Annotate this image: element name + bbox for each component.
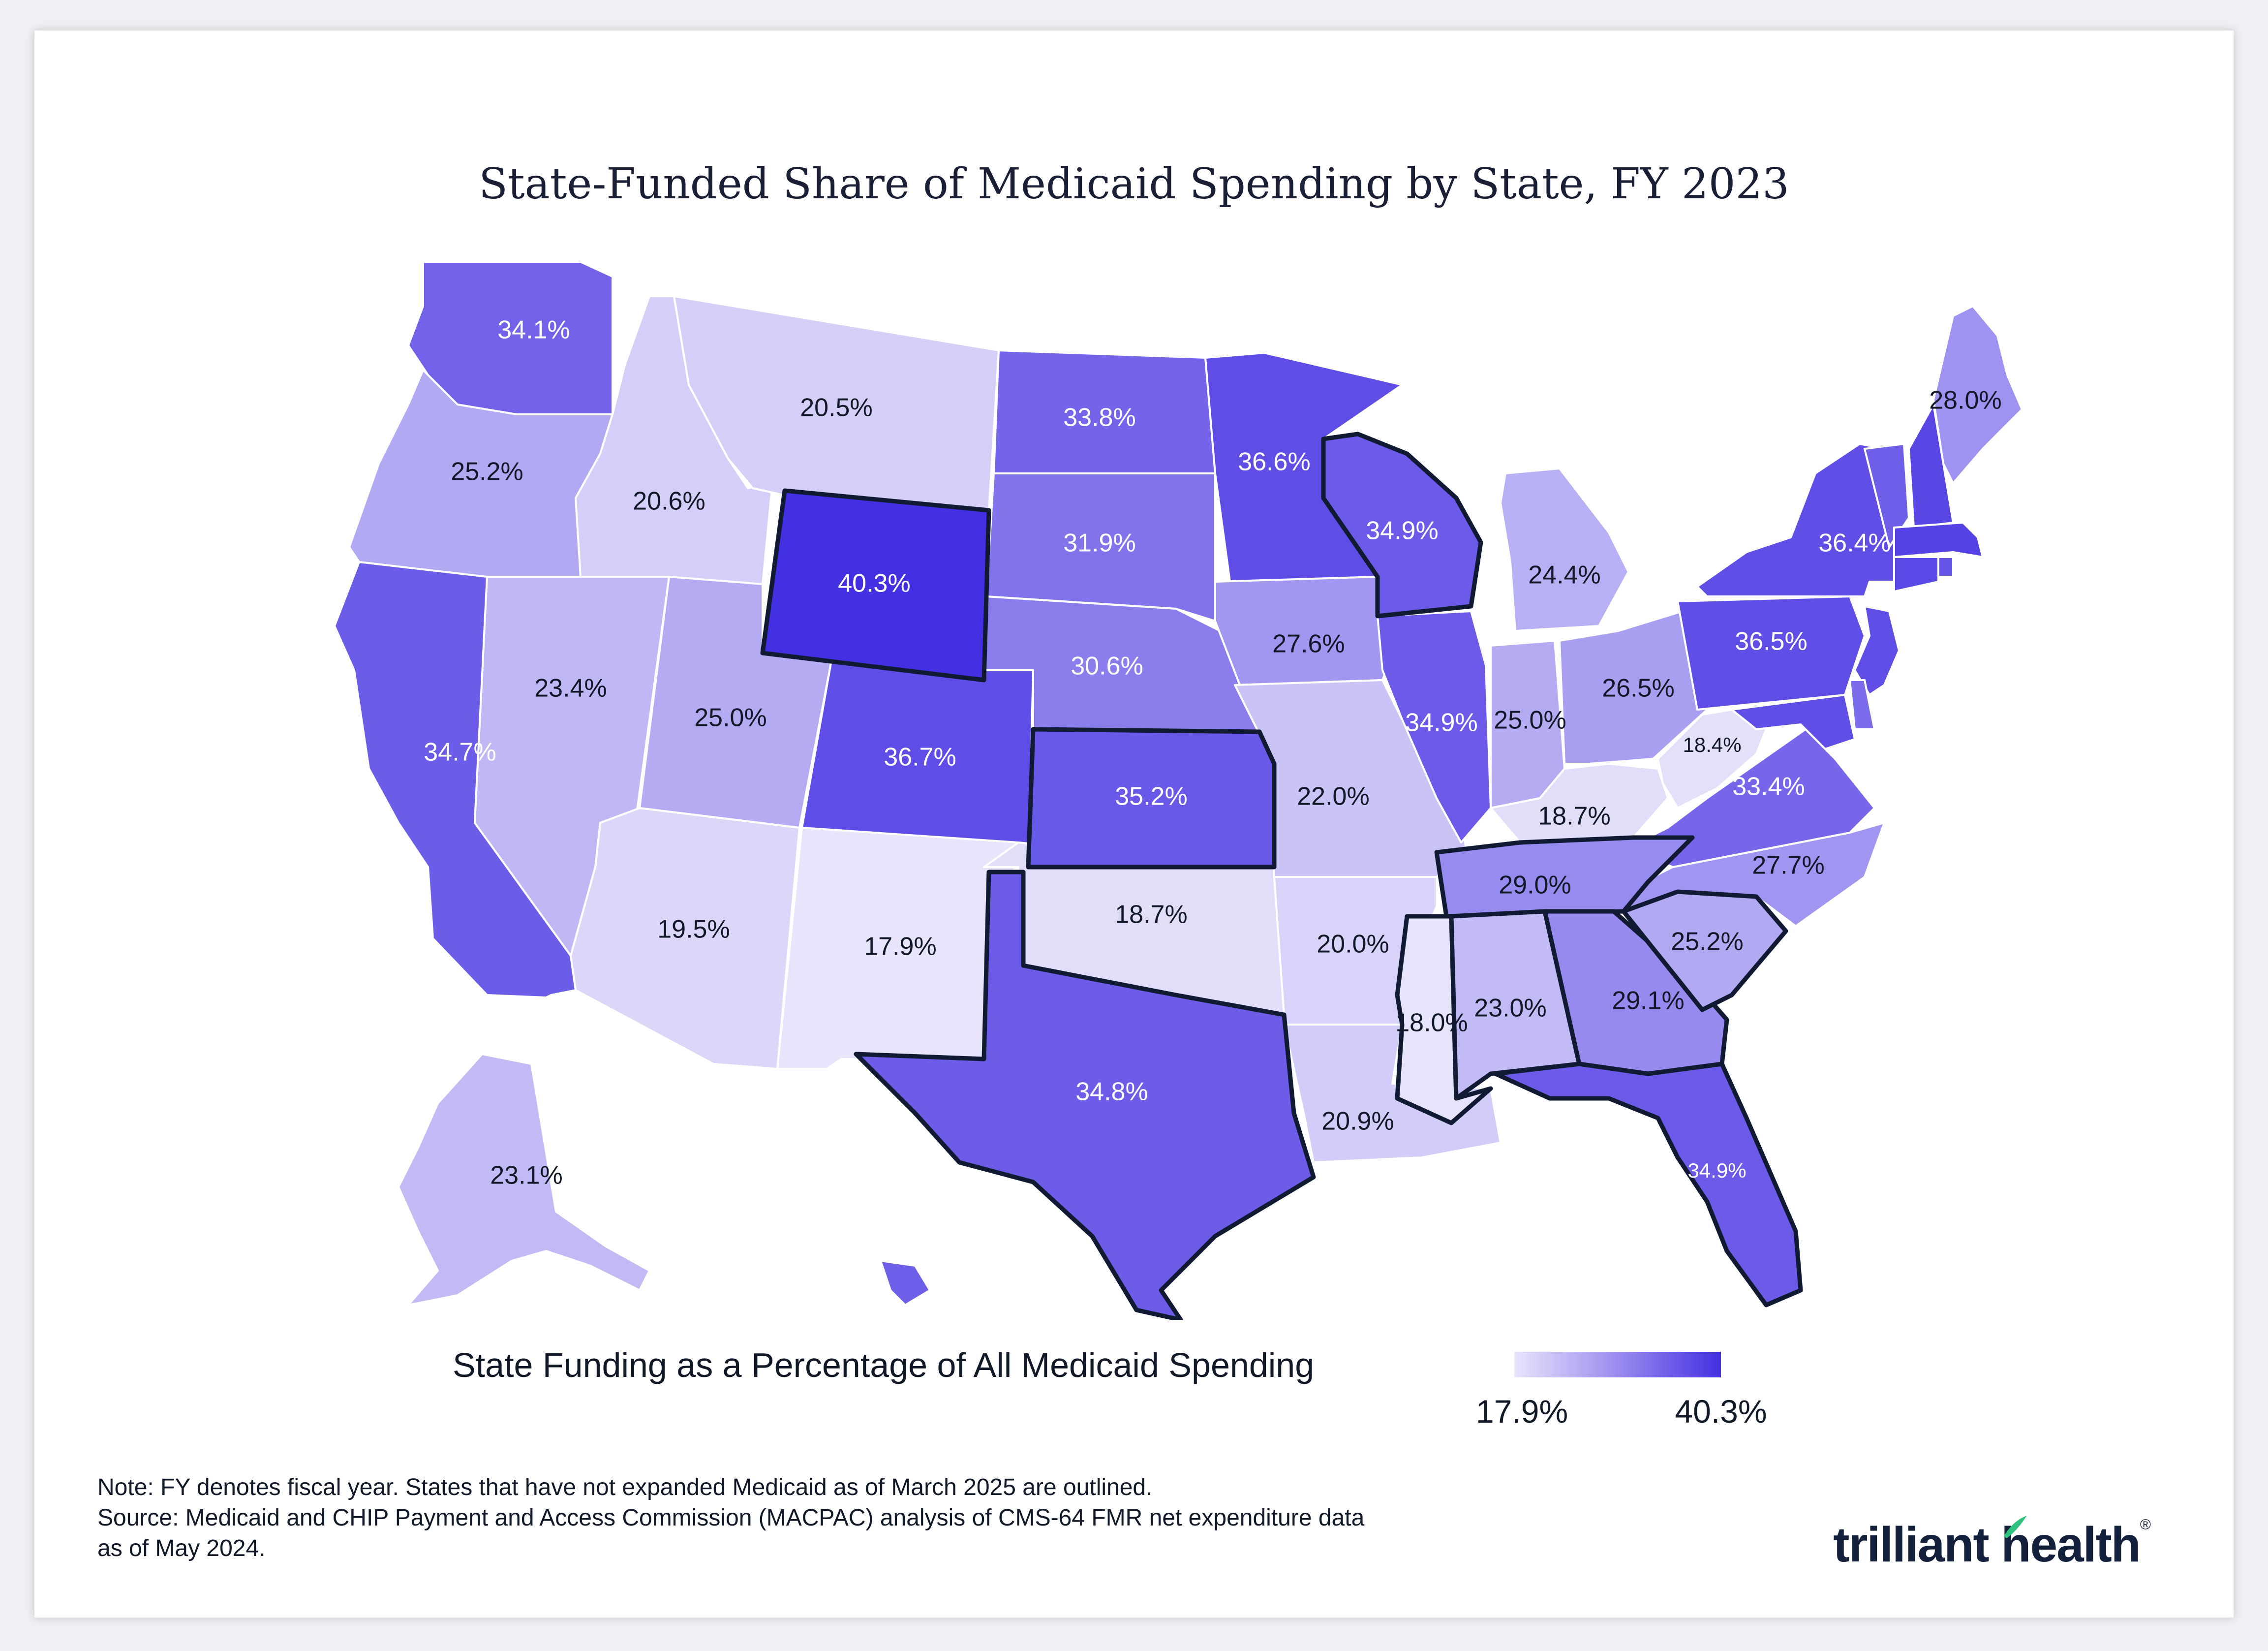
state-label-ga: 29.1% [1612,987,1684,1015]
state-mi [1500,467,1629,632]
legend-color-bar [1514,1352,1721,1377]
source-text-line1: Source: Medicaid and CHIP Payment and Ac… [97,1505,1365,1531]
state-label-wa: 34.1% [497,316,570,344]
state-label-pa: 36.5% [1735,627,1807,656]
source-text-line2: as of May 2024. [97,1535,266,1561]
state-label-or: 25.2% [451,458,523,486]
state-label-oh: 26.5% [1602,674,1674,703]
footnotes: Note: FY denotes fiscal year. States tha… [97,1472,1647,1564]
state-nh [1908,404,1954,529]
state-label-fl: 34.9% [1687,1159,1746,1182]
state-label-va: 33.4% [1732,773,1805,801]
state-ny [1696,443,1895,597]
state-label-ca: 34.7% [424,738,496,767]
state-label-il: 34.9% [1405,709,1477,737]
map-card: State-Funded Share of Medicaid Spending … [34,31,2234,1618]
state-label-ia: 27.6% [1272,630,1345,658]
state-label-ne: 30.6% [1071,652,1143,681]
state-label-ok: 18.7% [1115,901,1187,929]
state-label-ms: 18.0% [1395,1009,1468,1037]
state-label-mn: 36.6% [1238,448,1310,476]
state-label-wv: 18.4% [1683,733,1741,756]
state-hi [880,1260,931,1306]
state-label-wi: 34.9% [1366,517,1438,545]
state-label-ky: 18.7% [1538,802,1610,831]
us-choropleth-map: 34.1% 25.2% 34.7% 20.6% 23.4% 20.5% 40.3% 25.0%… [334,261,2023,1320]
state-label-mi: 24.4% [1528,561,1600,590]
state-fl [1493,1061,1803,1308]
state-label-ar: 20.0% [1317,930,1389,959]
state-label-mo: 22.0% [1297,782,1369,811]
state-ak [398,1053,650,1306]
state-label-sd: 31.9% [1063,529,1135,558]
state-label-id: 20.6% [633,487,705,516]
state-label-la: 20.9% [1321,1107,1394,1136]
state-label-ut: 25.0% [694,704,766,732]
state-ct [1893,556,1939,592]
state-label-nd: 33.8% [1063,404,1135,432]
state-tx [854,870,1316,1320]
chart-title: State-Funded Share of Medicaid Spending … [479,159,1789,209]
state-label-wy: 40.3% [838,569,910,598]
state-label-nv: 23.4% [534,674,607,703]
state-label-tx: 34.8% [1075,1078,1148,1106]
state-label-nc: 27.7% [1752,851,1824,880]
state-label-ny: 36.4% [1818,529,1891,558]
state-ri [1937,556,1954,578]
state-label-ak: 23.1% [490,1161,562,1190]
state-il [1377,610,1492,843]
state-label-in: 25.0% [1494,706,1566,735]
legend-min-label: 17.9% [1476,1393,1568,1430]
state-nj [1854,605,1900,696]
state-label-ks: 35.2% [1115,782,1187,811]
state-wv [1657,709,1767,809]
state-label-tn: 29.0% [1499,871,1571,900]
brand-logo: trilliant health® [1806,1517,2151,1573]
state-vt [1864,443,1910,548]
state-md [1731,694,1856,750]
legend-max-label: 40.3% [1675,1393,1767,1430]
state-label-sc: 25.2% [1671,928,1743,956]
state-label-mt: 20.5% [800,394,872,422]
brand-name: trilliant health [1833,1517,2141,1572]
brand-registered-mark: ® [2140,1517,2151,1533]
state-ma [1893,522,1984,558]
state-label-me: 28.0% [1929,386,2001,415]
state-label-nm: 17.9% [864,933,936,961]
state-sc [1621,889,1788,1012]
note-text: Note: FY denotes fiscal year. States tha… [97,1474,1153,1500]
state-wi [1321,432,1483,619]
state-label-co: 36.7% [884,743,956,772]
leaf-icon [2004,1516,2027,1538]
state-me [1932,305,2023,484]
state-az [570,807,800,1070]
state-label-al: 23.0% [1474,994,1546,1023]
state-wy [760,488,991,683]
legend-title: State Funding as a Percentage of All Med… [453,1346,1315,1384]
state-de [1849,679,1875,730]
state-ks [1026,727,1277,870]
state-label-az: 19.5% [657,915,730,944]
state-oh [1559,610,1708,765]
